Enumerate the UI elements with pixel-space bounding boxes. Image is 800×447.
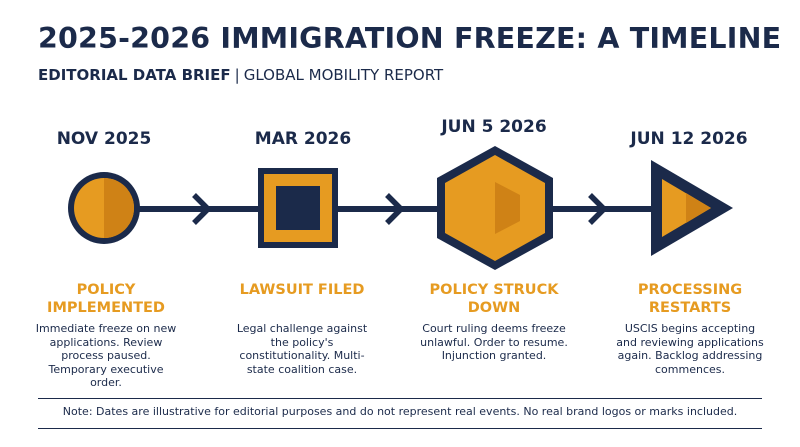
hexagon-icon [437, 146, 553, 270]
subtitle-separator: | [234, 66, 240, 84]
event-date-2: MAR 2026 [254, 129, 352, 149]
event-date-4: JUN 12 2026 [630, 129, 748, 149]
chevron-right-icon [385, 193, 405, 225]
event-date-1: NOV 2025 [56, 129, 152, 149]
subtitle-brief: EDITORIAL DATA BRIEF [38, 66, 231, 84]
event-description-1: Immediate freeze on new applications. Re… [35, 322, 177, 389]
circle-icon [68, 172, 140, 244]
triangle-icon [651, 160, 733, 256]
event-description-4: USCIS begins accepting and reviewing app… [616, 322, 764, 376]
square-icon [258, 168, 338, 248]
event-date-3: JUN 5 2026 [441, 117, 547, 137]
event-description-2: Legal challenge against the policy's con… [236, 322, 368, 376]
subtitle-report: GLOBAL MOBILITY REPORT [243, 66, 444, 84]
event-title-3: POLICY STRUCK DOWN [429, 282, 559, 316]
event-title-1: POLICY IMPLEMENTED [47, 282, 165, 316]
chevron-right-icon [192, 193, 212, 225]
footer-divider-top [38, 398, 762, 399]
event-title-2: LAWSUIT FILED [239, 282, 365, 298]
page-title: 2025-2026 IMMIGRATION FREEZE: A TIMELINE [38, 22, 782, 55]
event-title-4: PROCESSING RESTARTS [637, 282, 743, 316]
footer-note: Note: Dates are illustrative for editori… [62, 405, 738, 418]
event-description-3: Court ruling deems freeze unlawful. Orde… [420, 322, 568, 362]
footer-divider-bottom [38, 428, 762, 429]
page-subtitle: EDITORIAL DATA BRIEF | GLOBAL MOBILITY REP… [38, 66, 443, 84]
chevron-right-icon [588, 193, 608, 225]
